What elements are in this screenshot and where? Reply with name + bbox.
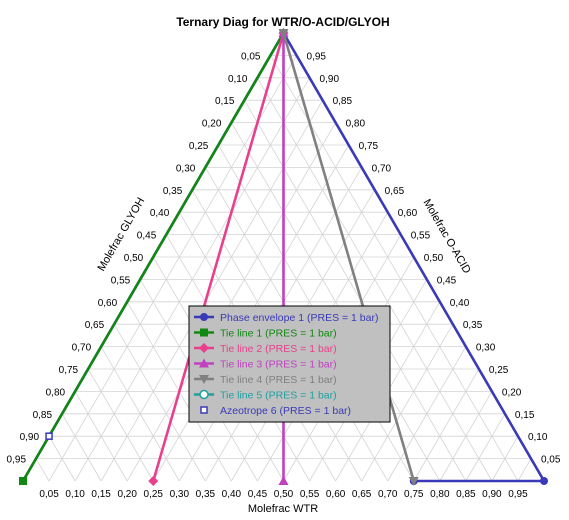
bottom-tick-label: 0,65: [352, 489, 372, 500]
grid-line: [88, 369, 153, 481]
right-tick-label: 0,35: [463, 320, 483, 331]
right-tick-label: 0,45: [437, 275, 457, 286]
legend-label: Tie line 3 (PRES = 1 bar): [220, 359, 337, 371]
left-tick-label: 0,35: [163, 186, 183, 197]
left-tick-label: 0,70: [72, 343, 92, 354]
legend-marker: [200, 313, 208, 321]
data-point: [46, 433, 52, 439]
legend-label: Tie line 5 (PRES = 1 bar): [220, 390, 337, 402]
right-tick-label: 0,95: [307, 51, 327, 62]
right-tick-label: 0,60: [398, 208, 418, 219]
right-tick-label: 0,30: [476, 343, 496, 354]
right-tick-label: 0,40: [450, 298, 470, 309]
right-tick-label: 0,70: [372, 163, 392, 174]
left-tick-label: 0,80: [46, 387, 66, 398]
bottom-tick-label: 0,75: [404, 489, 424, 500]
left-tick-label: 0,40: [150, 208, 170, 219]
bottom-tick-label: 0,50: [274, 489, 294, 500]
left-tick-label: 0,85: [33, 410, 53, 421]
legend-marker: [201, 407, 207, 413]
legend-label: Tie line 1 (PRES = 1 bar): [220, 328, 337, 340]
bottom-tick-label: 0,05: [39, 489, 59, 500]
legend-marker: [200, 329, 208, 337]
data-point: [279, 476, 289, 485]
legend-label: Tie line 2 (PRES = 1 bar): [220, 343, 337, 355]
left-tick-label: 0,50: [124, 253, 144, 264]
right-tick-label: 0,50: [424, 253, 444, 264]
bottom-tick-label: 0,95: [508, 489, 528, 500]
grid-line: [466, 414, 505, 481]
legend-label: Phase envelope 1 (PRES = 1 bar): [220, 312, 378, 324]
right-tick-label: 0,10: [528, 432, 548, 443]
bottom-tick-label: 0,25: [144, 489, 164, 500]
left-tick-label: 0,10: [228, 74, 248, 85]
legend-entry: Phase envelope 1 (PRES = 1 bar): [194, 312, 378, 324]
chart-title: Ternary Diag for WTR/O-ACID/GLYOH: [176, 15, 389, 29]
bottom-tick-label: 0,20: [117, 489, 137, 500]
right-tick-label: 0,05: [541, 455, 561, 466]
left-tick-label: 0,90: [20, 432, 40, 443]
left-tick-label: 0,05: [241, 51, 261, 62]
bottom-tick-label: 0,15: [91, 489, 111, 500]
data-point: [19, 477, 27, 485]
legend: Phase envelope 1 (PRES = 1 bar) Tie line …: [189, 306, 390, 422]
series-7: [46, 433, 52, 439]
legend-entry: Azeotrope 6 (PRES = 1 bar): [201, 405, 351, 417]
right-tick-label: 0,55: [411, 231, 431, 242]
bottom-tick-label: 0,85: [456, 489, 476, 500]
left-tick-label: 0,45: [137, 231, 157, 242]
right-tick-label: 0,65: [385, 186, 405, 197]
legend-label: Azeotrope 6 (PRES = 1 bar): [220, 405, 351, 417]
left-tick-label: 0,20: [202, 119, 222, 130]
left-tick-label: 0,55: [111, 275, 131, 286]
right-tick-label: 0,20: [502, 387, 522, 398]
right-tick-label: 0,90: [320, 74, 340, 85]
left-tick-label: 0,30: [176, 163, 196, 174]
left-tick-label: 0,25: [189, 141, 209, 152]
right-tick-label: 0,80: [346, 119, 366, 130]
right-tick-label: 0,25: [489, 365, 509, 376]
grid-line: [518, 459, 531, 481]
legend-marker: [200, 391, 208, 399]
right-tick-label: 0,85: [333, 96, 353, 107]
left-tick-label: 0,75: [59, 365, 79, 376]
grid-line: [36, 459, 49, 481]
right-tick-label: 0,15: [515, 410, 535, 421]
data-point: [148, 476, 158, 486]
bottom-tick-label: 0,10: [65, 489, 85, 500]
left-tick-label: 0,95: [7, 455, 27, 466]
left-tick-label: 0,15: [215, 96, 235, 107]
bottom-tick-label: 0,60: [326, 489, 346, 500]
bottom-tick-label: 0,90: [482, 489, 502, 500]
bottom-axis-label: Molefrac WTR: [248, 503, 318, 515]
left-tick-label: 0,60: [98, 298, 118, 309]
data-point: [540, 477, 548, 485]
left-tick-label: 0,65: [85, 320, 105, 331]
bottom-tick-label: 0,80: [430, 489, 450, 500]
bottom-tick-label: 0,55: [300, 489, 320, 500]
grid-line: [414, 369, 479, 481]
right-tick-label: 0,75: [359, 141, 379, 152]
bottom-tick-label: 0,45: [248, 489, 268, 500]
grid-line: [62, 414, 101, 481]
bottom-tick-label: 0,35: [196, 489, 216, 500]
bottom-tick-label: 0,30: [170, 489, 190, 500]
legend-label: Tie line 4 (PRES = 1 bar): [220, 374, 337, 386]
bottom-tick-label: 0,40: [222, 489, 242, 500]
bottom-tick-label: 0,70: [378, 489, 398, 500]
